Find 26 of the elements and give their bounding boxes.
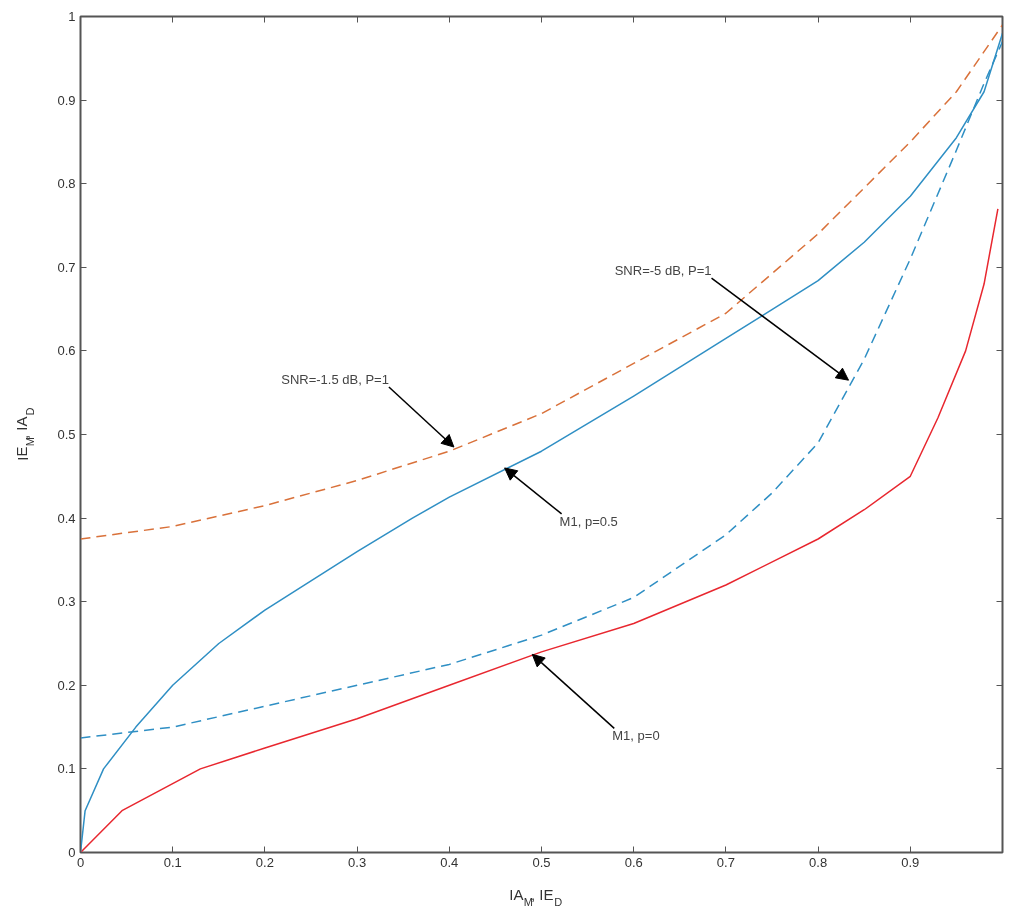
x-tick-label: 0.8 <box>809 854 828 870</box>
line-series <box>80 208 999 853</box>
x-tick-label: 0.5 <box>532 854 551 870</box>
y-tick-label: 0.7 <box>57 259 76 275</box>
y-tick-label: 0.9 <box>57 92 76 108</box>
x-tick-label: 0.9 <box>901 854 920 870</box>
y-tick-label: 0.5 <box>57 427 76 442</box>
y-tick-label: 1 <box>68 9 76 24</box>
x-tick-label: 0.4 <box>440 854 459 870</box>
x-tick-label: 0.6 <box>624 854 643 870</box>
x-tick-label: 0.7 <box>716 854 735 870</box>
line-series <box>80 24 1003 540</box>
x-tick-label: 0.1 <box>163 854 182 870</box>
y-tick-label: 0.4 <box>57 510 76 526</box>
y-tick-label: 0.6 <box>57 343 76 359</box>
y-tick-label: 0.3 <box>57 594 76 610</box>
annotation: SNR=-1.5 dB, P=1 <box>281 372 389 388</box>
x-tick-label: 0.2 <box>255 854 274 870</box>
y-axis-title: IEM, IAD <box>13 407 36 461</box>
x-tick-label: 0.3 <box>348 854 367 870</box>
y-tick-label: 0.1 <box>57 761 76 777</box>
annotation: M1, p=0.5 <box>559 513 618 529</box>
y-tick-label: 0.2 <box>57 677 76 693</box>
annotation: M1, p=0 <box>612 728 660 744</box>
annotation: SNR=-5 dB, P=1 <box>614 263 712 279</box>
y-tick-label: 0.8 <box>57 176 76 192</box>
